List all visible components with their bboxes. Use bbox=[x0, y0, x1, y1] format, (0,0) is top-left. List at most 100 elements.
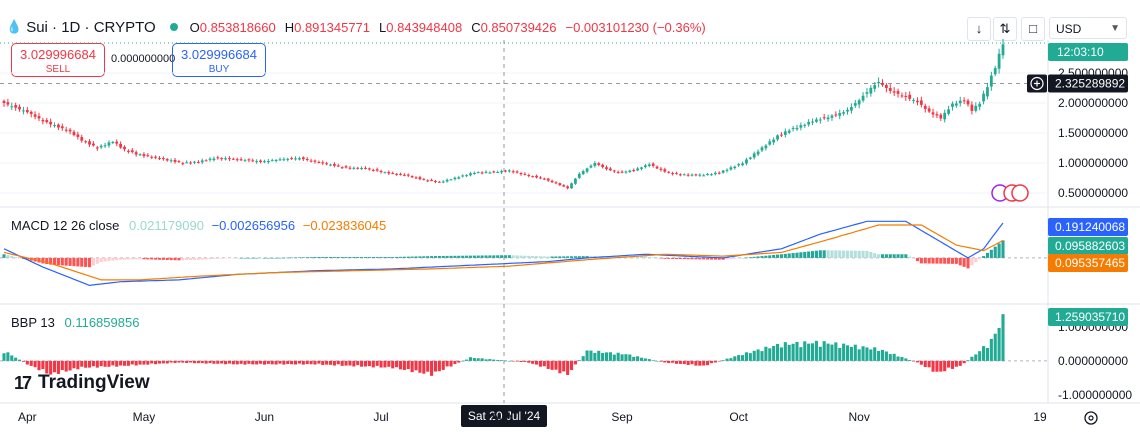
macd-histogram-bar bbox=[259, 257, 263, 259]
candle-body bbox=[126, 150, 130, 152]
macd-value-badge bbox=[1048, 218, 1128, 236]
candle bbox=[982, 90, 985, 105]
candle bbox=[892, 87, 896, 97]
macd-legend[interactable]: MACD 12 26 close 0.021179090 −0.00265695… bbox=[11, 218, 386, 233]
macd-histogram-bar bbox=[367, 257, 371, 258]
candle bbox=[838, 109, 842, 120]
candle-body bbox=[912, 99, 915, 101]
candle-body bbox=[830, 115, 834, 118]
symbol-title[interactable]: Sui · 1D · CRYPTO bbox=[26, 18, 156, 36]
macd-histogram-bar bbox=[239, 257, 243, 259]
candle bbox=[130, 148, 134, 154]
candle bbox=[601, 163, 605, 169]
candle-body bbox=[927, 108, 931, 112]
candle bbox=[426, 179, 430, 183]
candle bbox=[570, 182, 573, 189]
bbp-bar bbox=[410, 360, 414, 373]
candle-body bbox=[822, 117, 826, 119]
macd-histogram-bar bbox=[472, 255, 476, 258]
macd-histogram-bar bbox=[99, 257, 103, 263]
candle-body bbox=[686, 174, 690, 176]
bbp-legend[interactable]: BBP 13 0.116859856 bbox=[11, 315, 139, 330]
macd-histogram-bar bbox=[814, 250, 818, 258]
arrow-down-icon[interactable]: ↓ bbox=[967, 17, 991, 41]
macd-histogram-bar bbox=[91, 257, 95, 266]
macd-histogram-bar bbox=[826, 250, 830, 258]
candle-body bbox=[962, 100, 966, 102]
candle-body bbox=[216, 157, 220, 159]
tradingview-logo[interactable]: 17 TradingView bbox=[14, 372, 150, 394]
macd-histogram-bar bbox=[262, 257, 266, 259]
macd-histogram-bar bbox=[919, 257, 923, 264]
macd-histogram-bar bbox=[352, 257, 356, 258]
bbp-bar bbox=[523, 360, 527, 362]
candle-body bbox=[375, 169, 379, 171]
candle bbox=[305, 157, 309, 162]
candle-body bbox=[336, 165, 340, 167]
candle-body bbox=[204, 160, 208, 162]
maximize-icon[interactable]: □ bbox=[1021, 17, 1045, 41]
candle bbox=[367, 167, 371, 171]
event-marker[interactable] bbox=[1011, 184, 1029, 202]
macd-histogram-bar bbox=[783, 253, 787, 258]
candle-body bbox=[884, 85, 888, 89]
economic-events-icon[interactable] bbox=[991, 184, 1029, 202]
macd-histogram-bar bbox=[457, 255, 461, 258]
bbp-bar bbox=[713, 360, 717, 363]
candle bbox=[196, 160, 200, 164]
macd-histogram-bar bbox=[146, 257, 150, 260]
macd-histogram-bar bbox=[422, 256, 426, 258]
candle-body bbox=[161, 158, 165, 160]
bbp-bar bbox=[297, 360, 301, 364]
buy-button[interactable]: 3.029996684 BUY bbox=[172, 43, 266, 77]
candle-body bbox=[570, 183, 573, 189]
macd-histogram-bar bbox=[360, 257, 364, 258]
candle bbox=[678, 173, 682, 177]
candle-body bbox=[982, 93, 985, 102]
open-value: 0.853818660 bbox=[199, 19, 276, 35]
bbp-bar bbox=[752, 350, 756, 361]
candle-body bbox=[418, 177, 422, 180]
candle bbox=[830, 114, 834, 121]
bbp-bar bbox=[698, 360, 702, 366]
bbp-bar bbox=[511, 360, 515, 362]
macd-histogram-bar bbox=[317, 257, 321, 258]
macd-histogram-bar bbox=[834, 250, 838, 258]
macd-histogram-bar bbox=[663, 257, 667, 259]
bbp-bar bbox=[500, 360, 504, 361]
bbp-bar bbox=[33, 360, 37, 368]
candle-body bbox=[857, 100, 861, 105]
candle-body bbox=[53, 125, 56, 127]
candle bbox=[760, 145, 764, 153]
candle bbox=[745, 157, 748, 166]
sell-button[interactable]: 3.029996684 SELL bbox=[11, 43, 105, 77]
macd-histogram-bar bbox=[340, 257, 344, 258]
bbp-bar bbox=[873, 347, 877, 361]
candle-body bbox=[811, 121, 814, 123]
bbp-bar bbox=[185, 360, 189, 364]
bbp-bar bbox=[597, 350, 601, 361]
add-alert-icon[interactable] bbox=[1027, 74, 1047, 93]
bbp-bar bbox=[262, 360, 266, 365]
candle bbox=[585, 167, 589, 174]
candle-body bbox=[640, 167, 643, 169]
bbp-bar bbox=[56, 360, 60, 374]
candle bbox=[95, 145, 99, 151]
candle bbox=[25, 106, 29, 114]
macd-histogram-bar bbox=[301, 257, 305, 258]
candle bbox=[535, 174, 538, 179]
macd-histogram-bar bbox=[667, 257, 671, 259]
candle bbox=[379, 169, 383, 174]
candle bbox=[931, 108, 935, 118]
candle bbox=[278, 157, 282, 162]
macd-histogram-bar bbox=[122, 257, 127, 260]
candle-body bbox=[795, 127, 799, 130]
macd-histogram-bar bbox=[348, 257, 352, 258]
collapse-icon[interactable]: ⇅ bbox=[993, 17, 1017, 41]
currency-select[interactable]: USD ▼ bbox=[1049, 17, 1127, 39]
macd-histogram-bar bbox=[741, 257, 745, 259]
settings-gear-icon[interactable] bbox=[1084, 411, 1098, 425]
bbp-bar bbox=[169, 360, 173, 363]
bbp-bar bbox=[865, 347, 869, 361]
